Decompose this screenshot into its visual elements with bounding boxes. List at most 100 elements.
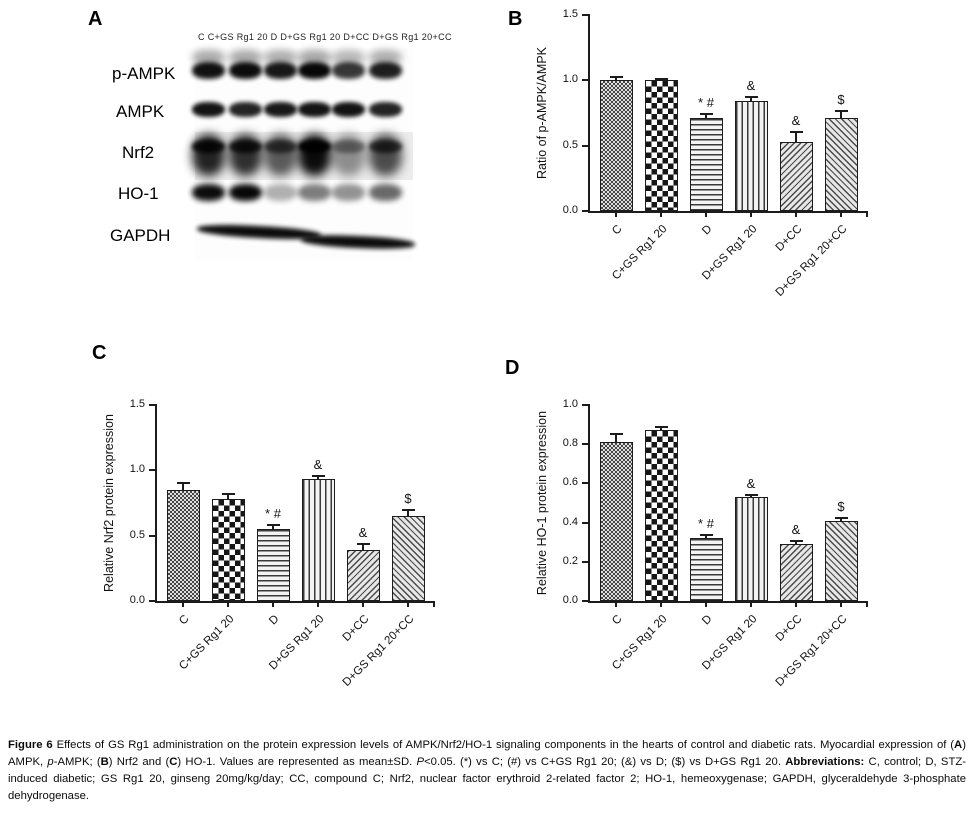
error-bar-cap xyxy=(609,76,623,79)
x-axis-line xyxy=(155,601,435,603)
bar-C xyxy=(599,442,633,601)
y-tick-label: 0.2 xyxy=(562,554,578,567)
error-bar-cap xyxy=(789,539,803,542)
blot-band-Nrf2 xyxy=(331,134,365,176)
y-tick-label: 1.0 xyxy=(129,463,145,476)
y-tick xyxy=(582,144,590,147)
x-tick xyxy=(182,601,184,607)
caption-segment: ) Nrf2 and ( xyxy=(108,756,170,769)
y-tick-label: 0.0 xyxy=(562,204,578,216)
y-axis-line xyxy=(155,405,157,603)
x-tick xyxy=(317,601,319,607)
y-tick xyxy=(582,79,590,82)
error-bar-cap xyxy=(744,95,758,98)
y-axis-line xyxy=(588,405,590,603)
x-tick xyxy=(750,211,752,217)
x-axis-end-tick xyxy=(866,601,868,607)
error-bar xyxy=(182,483,184,494)
error-bar xyxy=(840,111,842,123)
bar-C+GS Rg1 20 xyxy=(644,80,678,211)
panel-d-letter: D xyxy=(505,357,520,379)
blot-band-HO-1 xyxy=(191,184,225,201)
blot-band-HO-1 xyxy=(331,184,365,201)
x-tick xyxy=(840,211,842,217)
blot-band-HO-1 xyxy=(368,184,402,201)
caption-segment: ) AMPK, xyxy=(8,739,966,769)
x-tick xyxy=(407,601,409,607)
bar-D+CC xyxy=(779,141,813,211)
blot-band-core-Nrf2 xyxy=(228,140,262,153)
bar-D xyxy=(689,538,723,601)
x-axis-line xyxy=(588,211,868,213)
significance-annotation: & xyxy=(313,457,323,473)
y-tick-label: 1.0 xyxy=(562,398,578,410)
blot-band-core-Nrf2 xyxy=(331,140,365,153)
significance-annotation: & xyxy=(746,77,756,93)
x-axis-line xyxy=(588,601,868,603)
blot-band-GAPDH xyxy=(300,233,416,251)
bar-C xyxy=(599,80,633,211)
chart-B-y-axis-title: Ratio of p-AMPK/AMPK xyxy=(535,47,549,179)
caption-segment: C, control; D, STZ-induced diabetic; GS … xyxy=(8,756,967,803)
x-axis-end-tick xyxy=(433,601,435,607)
caption-segment: Figure 6 xyxy=(8,739,53,751)
x-tick xyxy=(705,601,707,607)
error-bar-cap xyxy=(401,508,415,511)
blot-label-p-AMPK: p-AMPK xyxy=(112,64,176,83)
blot-lane-header: C C+GS Rg1 20 D D+GS Rg1 20 D+CC D+GS Rg… xyxy=(198,32,452,42)
panel-a-letter: A xyxy=(88,8,103,30)
y-tick xyxy=(149,600,157,602)
error-bar-cap xyxy=(699,533,713,536)
panel-b-chart: B Ratio of p-AMPK/AMPK 0.0 0.5 1.0 1.5 C C+GS … xyxy=(500,0,950,335)
panel-c-letter: C xyxy=(92,342,107,364)
panel-b-letter: B xyxy=(508,8,523,30)
panel-c-chart: C Relative Nrf2 protein expression 0.0 0.5… xyxy=(67,335,517,735)
error-bar xyxy=(750,96,752,106)
significance-annotation: & xyxy=(746,475,756,491)
bar-D+CC xyxy=(779,544,813,601)
x-tick xyxy=(795,211,797,217)
caption-segment: C xyxy=(169,756,178,769)
blot-band-HO-1 xyxy=(263,184,297,201)
blot-band-AMPK xyxy=(228,102,262,117)
error-bar xyxy=(227,493,229,504)
blot-band-core-Nrf2 xyxy=(191,140,225,153)
y-tick-label: 0.6 xyxy=(562,476,578,489)
y-tick xyxy=(582,14,590,16)
error-bar-cap xyxy=(311,475,325,478)
y-tick-label: 1.5 xyxy=(562,8,578,20)
chart-C-y-axis-title: Relative Nrf2 protein expression xyxy=(102,414,116,592)
blot-band-AMPK xyxy=(191,102,225,117)
error-bar-cap xyxy=(699,113,713,116)
caption-segment: A xyxy=(954,739,963,751)
blot-band-HO-1 xyxy=(297,184,331,201)
caption-segment: -AMPK; ( xyxy=(53,756,101,769)
panel-a-western-blot: A C C+GS Rg1 20 D D+GS Rg1 20 D+CC D+GS … xyxy=(60,0,500,320)
y-tick xyxy=(582,521,590,524)
error-bar xyxy=(407,509,409,521)
x-tick xyxy=(840,601,842,607)
blot-label-AMPK: AMPK xyxy=(116,102,165,121)
y-tick-label: 0.5 xyxy=(129,528,145,541)
blot-smear-p-AMPK xyxy=(191,50,225,65)
y-tick-label: 1.5 xyxy=(129,398,145,410)
y-tick xyxy=(582,210,590,212)
bar-C+GS Rg1 20 xyxy=(211,499,245,601)
x-tick xyxy=(795,601,797,607)
caption-segment: P xyxy=(416,756,425,769)
bar-C+GS Rg1 20 xyxy=(644,430,678,601)
blot-band-AMPK xyxy=(368,102,402,117)
significance-annotation: * # xyxy=(698,515,714,531)
blot-label-Nrf2: Nrf2 xyxy=(122,143,155,162)
y-tick xyxy=(149,404,157,406)
error-bar-cap xyxy=(609,433,623,436)
bar-D+GS Rg1 20 xyxy=(301,479,335,601)
y-axis-line xyxy=(588,15,590,213)
bar-D+GS Rg1 20+CC xyxy=(391,516,425,601)
significance-annotation: & xyxy=(791,112,801,128)
x-tick xyxy=(660,601,662,607)
bar-D xyxy=(689,118,723,211)
bar-D+GS Rg1 20 xyxy=(734,101,768,211)
bar-D+CC xyxy=(346,550,380,601)
caption-segment: ) HO-1. Values are represented as mean±S… xyxy=(177,756,417,769)
